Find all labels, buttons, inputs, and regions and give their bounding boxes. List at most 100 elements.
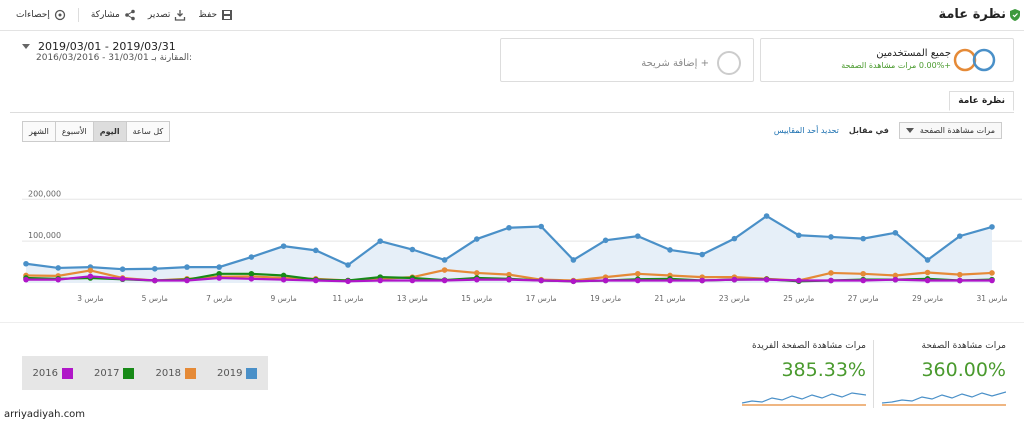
- data-point-2018[interactable]: [506, 271, 512, 278]
- data-point-2018[interactable]: [892, 272, 899, 279]
- x-tick-label: مارس 21: [654, 294, 685, 303]
- data-point-2019[interactable]: [119, 266, 126, 272]
- data-point-2016[interactable]: [184, 277, 190, 284]
- kpi-pageviews[interactable]: مرات مشاهدة الصفحة 360.00%: [882, 341, 1006, 407]
- data-point-2016[interactable]: [957, 277, 963, 284]
- data-point-2019[interactable]: [216, 264, 222, 270]
- date-range-picker[interactable]: 2019/03/01 - 2019/03/31 2016/03/2016 - 3…: [22, 40, 192, 63]
- data-point-2016[interactable]: [441, 277, 448, 284]
- granularity-day-button[interactable]: اليوم: [93, 122, 127, 141]
- tab-overview[interactable]: نظرة عامة: [949, 91, 1014, 111]
- data-point-2016[interactable]: [924, 277, 931, 284]
- granularity-hour-button[interactable]: كل ساعة: [126, 122, 170, 141]
- data-point-2016[interactable]: [87, 273, 94, 280]
- kpi-separator: [873, 340, 874, 408]
- data-point-2019[interactable]: [23, 260, 29, 267]
- export-button[interactable]: تصدير: [148, 8, 187, 22]
- legend-item-2018[interactable]: 2018: [156, 367, 196, 379]
- data-point-2016[interactable]: [699, 277, 705, 284]
- data-point-2019[interactable]: [152, 265, 158, 272]
- data-point-2018[interactable]: [860, 270, 866, 277]
- legend-item-2019[interactable]: 2019: [217, 367, 258, 379]
- data-point-2016[interactable]: [313, 277, 319, 284]
- data-point-2019[interactable]: [280, 243, 287, 249]
- data-point-2016[interactable]: [506, 276, 512, 283]
- data-point-2018[interactable]: [957, 271, 963, 278]
- data-point-2018[interactable]: [924, 269, 931, 276]
- data-point-2016[interactable]: [377, 277, 384, 284]
- data-point-2019[interactable]: [474, 236, 480, 242]
- data-point-2017[interactable]: [280, 272, 287, 279]
- data-point-2016[interactable]: [989, 277, 995, 284]
- data-point-2016[interactable]: [602, 277, 609, 284]
- data-point-2018[interactable]: [87, 267, 94, 274]
- data-point-2016[interactable]: [635, 277, 641, 284]
- data-point-2016[interactable]: [55, 276, 61, 283]
- data-point-2018[interactable]: [828, 270, 834, 276]
- data-point-2019[interactable]: [570, 257, 577, 263]
- data-point-2016[interactable]: [345, 278, 351, 285]
- data-point-2019[interactable]: [892, 229, 899, 236]
- data-point-2019[interactable]: [345, 262, 351, 268]
- data-point-2018[interactable]: [474, 270, 480, 276]
- data-point-2019[interactable]: [828, 234, 834, 240]
- data-point-2016[interactable]: [731, 276, 738, 283]
- add-segment-card[interactable]: + إضافة شريحة: [500, 38, 754, 82]
- data-point-2019[interactable]: [409, 246, 416, 253]
- data-point-2019[interactable]: [667, 247, 673, 253]
- data-point-2016[interactable]: [796, 277, 802, 284]
- data-point-2018[interactable]: [989, 270, 995, 276]
- data-point-2016[interactable]: [280, 276, 287, 283]
- share-button[interactable]: مشاركة: [91, 8, 136, 22]
- data-point-2018[interactable]: [635, 270, 641, 277]
- data-point-2019[interactable]: [796, 232, 802, 239]
- data-point-2016[interactable]: [570, 278, 577, 285]
- data-point-2017[interactable]: [216, 270, 222, 277]
- data-point-2019[interactable]: [635, 233, 641, 239]
- data-point-2019[interactable]: [538, 223, 544, 230]
- data-point-2019[interactable]: [184, 264, 190, 270]
- data-point-2016[interactable]: [538, 277, 544, 284]
- granularity-week-button[interactable]: الأسبوع: [55, 122, 94, 141]
- data-point-2019[interactable]: [602, 237, 609, 244]
- data-point-2016[interactable]: [474, 276, 480, 283]
- data-point-2019[interactable]: [441, 257, 448, 263]
- data-point-2019[interactable]: [699, 251, 705, 258]
- kpi-unique-pageviews[interactable]: مرات مشاهدة الصفحة الفريدة 385.33%: [742, 341, 866, 407]
- data-point-2016[interactable]: [860, 277, 866, 284]
- data-point-2016[interactable]: [892, 276, 899, 283]
- legend-item-2016[interactable]: 2016: [33, 367, 73, 379]
- data-point-2019[interactable]: [763, 213, 770, 219]
- data-point-2016[interactable]: [216, 275, 222, 281]
- save-button[interactable]: حفظ: [198, 8, 233, 22]
- data-point-2016[interactable]: [248, 276, 255, 282]
- data-point-2016[interactable]: [409, 277, 416, 284]
- data-point-2019[interactable]: [248, 254, 255, 260]
- data-point-2018[interactable]: [441, 267, 448, 273]
- data-point-2016[interactable]: [152, 277, 158, 284]
- data-point-2019[interactable]: [924, 257, 931, 263]
- date-range-dropdown-icon[interactable]: [22, 44, 30, 49]
- data-point-2019[interactable]: [313, 247, 319, 254]
- data-point-2019[interactable]: [377, 238, 384, 244]
- data-point-2019[interactable]: [55, 265, 61, 271]
- data-point-2019[interactable]: [957, 233, 963, 239]
- data-point-2019[interactable]: [506, 224, 512, 231]
- data-point-2017[interactable]: [248, 270, 255, 277]
- data-point-2016[interactable]: [119, 276, 126, 282]
- data-point-2019[interactable]: [989, 224, 995, 230]
- data-point-2016[interactable]: [667, 277, 673, 284]
- granularity-month-button[interactable]: الشهر: [23, 122, 56, 141]
- page-title: نظرة عامة: [938, 7, 1006, 22]
- all-users-segment-card[interactable]: جميع المستخدمين +0.00% مرات مشاهدة الصفح…: [760, 38, 1014, 82]
- metric-select[interactable]: مرات مشاهدة الصفحة: [898, 122, 1002, 139]
- data-point-2019[interactable]: [731, 235, 738, 242]
- select-metric-link[interactable]: تحديد أحد المقاييس: [773, 126, 839, 135]
- data-point-2016[interactable]: [23, 276, 29, 283]
- legend-item-2017[interactable]: 2017: [94, 367, 135, 379]
- data-point-2016[interactable]: [828, 277, 834, 284]
- insights-button[interactable]: إحصاءات: [16, 8, 66, 22]
- data-point-2019[interactable]: [860, 235, 866, 242]
- data-point-2016[interactable]: [763, 276, 770, 283]
- export-label: تصدير: [147, 10, 171, 20]
